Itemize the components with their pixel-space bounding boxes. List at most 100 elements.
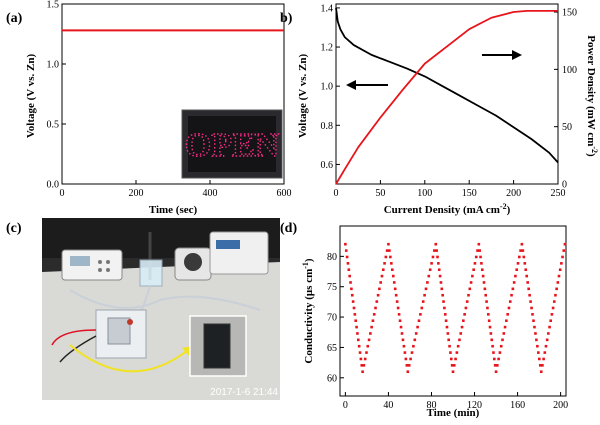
- x-tick-label: 400: [203, 188, 218, 199]
- panel-a-frame: [61, 3, 285, 185]
- x-tick-label: 100: [417, 188, 432, 199]
- conductivity-point: [493, 364, 497, 367]
- conductivity-point: [436, 255, 439, 259]
- conductivity-point: [492, 351, 495, 354]
- conductivity-point: [469, 281, 473, 284]
- conductivity-point: [400, 332, 404, 335]
- conductivity-point: [358, 351, 362, 354]
- x-tick-label: 50: [375, 188, 385, 199]
- conductivity-point: [486, 306, 489, 310]
- conductivity-point: [371, 319, 375, 323]
- conductivity-point: [474, 255, 478, 259]
- conductivity-point: [512, 281, 516, 284]
- conductivity-point: [544, 344, 548, 348]
- conductivity-point: [484, 293, 488, 297]
- conductivity-point: [393, 287, 397, 291]
- y-tick-label: 1.0: [47, 60, 60, 71]
- conductivity-point: [376, 293, 380, 297]
- power-density-curve: [335, 9, 558, 185]
- y-tick-label: 75: [327, 282, 337, 293]
- conductivity-point: [549, 319, 553, 323]
- conductivity-point: [395, 300, 399, 303]
- conductivity-point: [533, 325, 536, 329]
- panel-b-ylabel: Voltage (V vs. Zn): [297, 53, 309, 138]
- pump-controller: [209, 231, 269, 275]
- lab-setup-photo: 2017-1-6 21:44: [42, 218, 280, 400]
- conductivity-point: [514, 274, 517, 278]
- conductivity-point: [489, 332, 493, 335]
- conductivity-point: [433, 249, 436, 252]
- conductivity-point: [396, 306, 400, 310]
- conductivity-point: [401, 338, 405, 342]
- conductivity-point: [517, 255, 521, 259]
- conductivity-point: [438, 274, 442, 278]
- conductivity-point: [558, 268, 562, 272]
- conductivity-point: [478, 249, 481, 252]
- conductivity-point: [440, 287, 444, 291]
- conductivity-point: [353, 313, 357, 316]
- x-tick-label: 250: [551, 188, 566, 199]
- conductivity-point: [485, 300, 488, 303]
- conductivity-point: [405, 364, 409, 367]
- x-tick-label: 160: [510, 400, 525, 411]
- black-lead: [59, 335, 97, 363]
- conductivity-point: [350, 287, 353, 291]
- conductivity-point: [385, 249, 389, 252]
- conductivity-point: [403, 351, 407, 354]
- x-tick-label: 600: [277, 188, 292, 199]
- conductivity-point: [519, 249, 522, 252]
- conductivity-point: [563, 242, 567, 246]
- conductivity-point: [426, 281, 429, 284]
- conductivity-point: [381, 268, 385, 272]
- panel-d-axis-ticks: 0 40 80 120 160 200 60 65 70 75 80: [327, 252, 568, 411]
- conductivity-point: [538, 364, 542, 367]
- x-tick-label: 200: [129, 188, 144, 199]
- conductivity-point: [441, 293, 444, 297]
- y-tick-label: 65: [327, 343, 337, 354]
- conductivity-point: [387, 242, 390, 246]
- y-tick-label: 60: [327, 373, 337, 384]
- conductivity-point: [366, 344, 370, 348]
- x-tick-label: 200: [506, 188, 521, 199]
- conductivity-point: [481, 274, 485, 278]
- conductivity-point: [526, 281, 529, 284]
- panel-c-label: (c): [6, 221, 22, 236]
- conductivity-point: [458, 338, 461, 342]
- conductivity-point: [477, 242, 481, 246]
- x-tick-label: 200: [553, 400, 568, 411]
- conductivity-point: [443, 306, 446, 310]
- conductivity-point: [369, 332, 372, 335]
- beaker: [139, 259, 163, 287]
- conductivity-point: [473, 262, 477, 265]
- conductivity-point: [449, 357, 453, 361]
- panel-b-y2label: Power Density (mW cm-2): [585, 35, 599, 157]
- conductivity-point: [394, 293, 398, 297]
- conductivity-point: [444, 319, 448, 323]
- conductivity-point: [446, 332, 450, 335]
- conductivity-point: [482, 281, 486, 284]
- conductivity-point: [555, 287, 558, 291]
- conductivity-point: [476, 249, 479, 252]
- conductivity-point: [464, 306, 468, 310]
- conductivity-point: [344, 242, 347, 246]
- conductivity-point: [516, 262, 520, 265]
- panel-a: (a) 0 200 400 600 0.0 0.5 1.0 1.5 Time (sec) Vo…: [6, 0, 292, 216]
- conductivity-point: [502, 332, 506, 335]
- conductivity-point: [522, 255, 526, 259]
- panel-d-ylabel: Conductivity (μs cm-1): [301, 258, 315, 364]
- conductivity-point: [389, 255, 392, 259]
- conductivity-point: [409, 357, 412, 361]
- conductivity-point: [452, 364, 456, 367]
- conductivity-point: [465, 300, 469, 303]
- conductivity-point: [468, 287, 472, 291]
- conductivity-point: [407, 364, 411, 367]
- conductivity-point: [496, 364, 499, 367]
- conductivity-point: [379, 281, 382, 284]
- conductivity-point: [561, 255, 564, 259]
- conductivity-point: [480, 262, 483, 265]
- y2-tick-label: 50: [562, 122, 572, 133]
- conductivity-point: [437, 268, 441, 272]
- conductivity-point: [357, 344, 361, 348]
- left-axis-arrow: [346, 80, 388, 90]
